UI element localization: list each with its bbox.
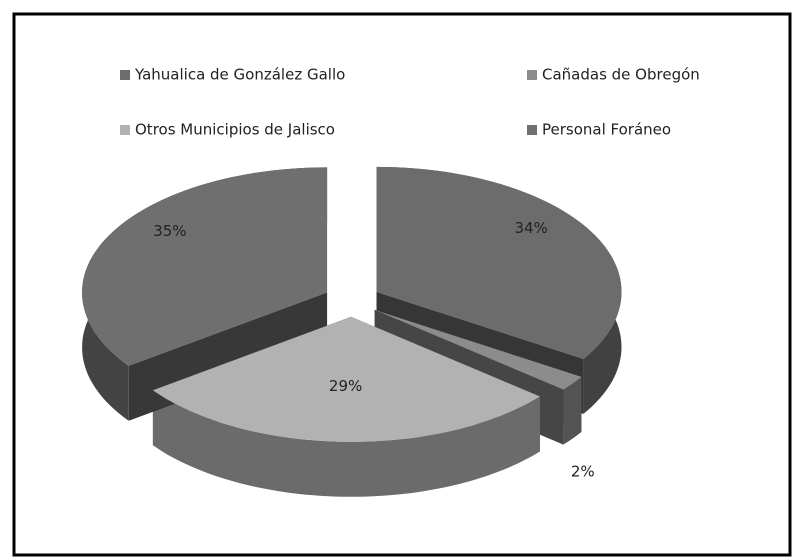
data-label: 29% (329, 377, 362, 395)
legend-label: Otros Municipios de Jalisco (135, 121, 335, 139)
slice (82, 167, 328, 366)
slice-side (152, 390, 540, 497)
legend-label: Personal Foráneo (542, 121, 671, 139)
data-label: 34% (514, 219, 547, 237)
legend-swatch (120, 125, 130, 135)
legend-swatch (120, 70, 130, 80)
legend-label: Cañadas de Obregón (542, 66, 700, 84)
slice-side (563, 376, 582, 445)
legend-swatch (527, 70, 537, 80)
slice (374, 309, 582, 390)
slice (152, 316, 540, 442)
data-label: 2% (571, 463, 595, 481)
slice (376, 166, 622, 359)
data-label: 35% (153, 222, 186, 240)
legend-label: Yahualica de González Gallo (134, 66, 345, 84)
legend-swatch (527, 125, 537, 135)
